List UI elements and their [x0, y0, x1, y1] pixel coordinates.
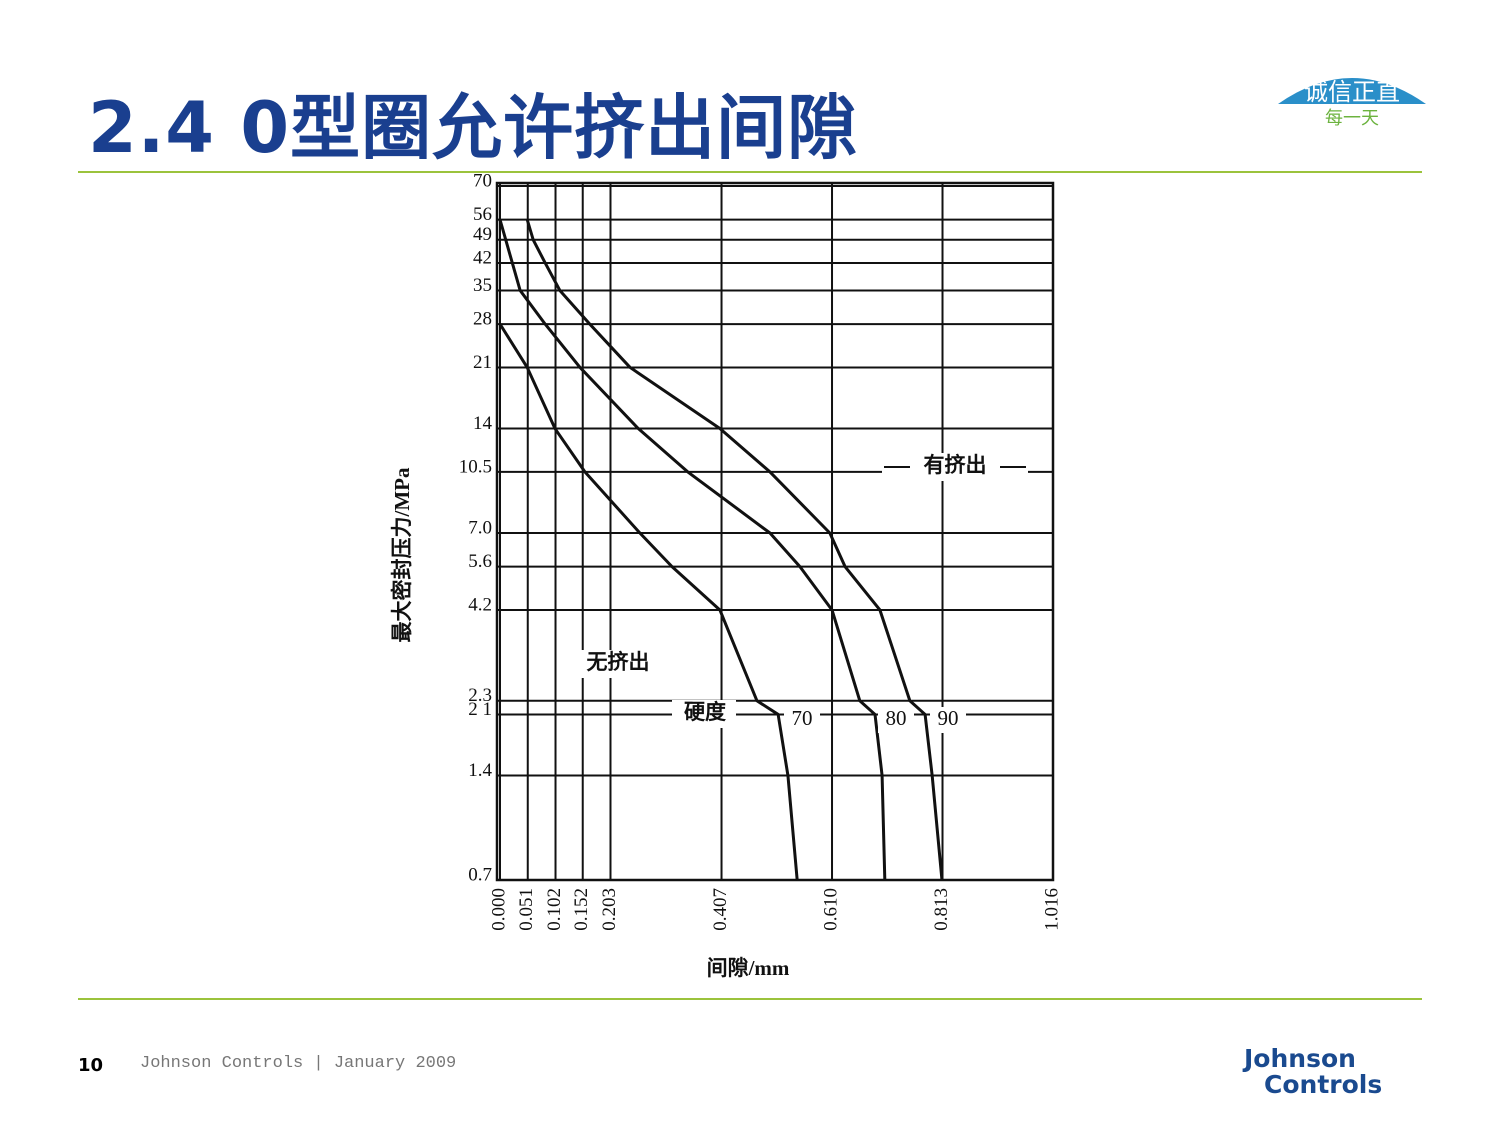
- logo-line: Johnson: [1244, 1044, 1356, 1073]
- x-tick-label: 0.152: [571, 888, 592, 931]
- label-bg: [930, 707, 966, 733]
- curve: [498, 219, 887, 881]
- series-label: 80: [886, 706, 907, 730]
- y-tick-label: 0.7: [468, 864, 492, 885]
- y-tick-label: 4.2: [468, 594, 492, 615]
- logo: 诚信正直 每一天: [1278, 78, 1426, 129]
- y-tick-label: 35: [473, 275, 492, 296]
- label-bg: [784, 707, 820, 733]
- page-number: 10: [78, 1055, 104, 1076]
- company-logo: Johnson Controls: [1244, 1046, 1382, 1098]
- y-tick-label: 28: [473, 308, 492, 329]
- top-rule: [78, 171, 1422, 173]
- logo-arc: [1278, 78, 1426, 104]
- slide-title: 2.4 0型圈允许挤出间隙: [88, 87, 859, 169]
- y-tick-label: 2 1: [468, 699, 492, 720]
- curve: [498, 323, 799, 881]
- curve: [525, 219, 944, 881]
- y-tick-label: 42: [473, 247, 492, 268]
- y-axis-label: 最大密封压力/MPa: [390, 467, 414, 642]
- y-tick-label: 49: [473, 224, 492, 245]
- y-tick-label: 70: [473, 170, 492, 191]
- y-tick-label: 21: [473, 352, 492, 373]
- y-tick-label: 7.0: [468, 517, 492, 538]
- logo-text: 诚信正直: [1304, 78, 1400, 106]
- bottom-rule: [78, 998, 1422, 1000]
- logo-line: Controls: [1264, 1070, 1383, 1099]
- label-bg: [878, 707, 914, 733]
- x-tick-label: 0.051: [516, 888, 537, 931]
- y-tick-label: 2.3: [468, 685, 492, 706]
- series-label: 70: [792, 706, 813, 730]
- label-bg: [576, 650, 660, 678]
- x-tick-label: 0.610: [820, 888, 841, 931]
- annotation: 有挤出: [924, 453, 987, 477]
- x-tick-label: 0.813: [931, 888, 952, 931]
- y-tick-label: 1.4: [468, 760, 492, 781]
- x-tick-label: 0.407: [710, 888, 731, 931]
- y-tick-label: 14: [473, 413, 493, 434]
- x-tick-label: 0.203: [599, 888, 620, 931]
- y-tick-label: 5.6: [468, 551, 492, 572]
- series-label: 90: [938, 706, 959, 730]
- legend-title: 硬度: [684, 700, 726, 724]
- y-tick-label: 56: [473, 204, 492, 225]
- y-tick-label: 10.5: [459, 456, 492, 477]
- x-tick-label: 0.000: [488, 888, 509, 931]
- x-axis-label: 间隙/mm: [707, 956, 790, 980]
- footer-text: Johnson Controls | January 2009: [140, 1054, 457, 1073]
- x-tick-label: 0.102: [544, 888, 565, 931]
- annotation: 无挤出: [587, 650, 650, 674]
- logo-sub: 每一天: [1325, 108, 1379, 129]
- label-bg: [672, 700, 736, 728]
- x-tick-label: 1.016: [1041, 888, 1062, 931]
